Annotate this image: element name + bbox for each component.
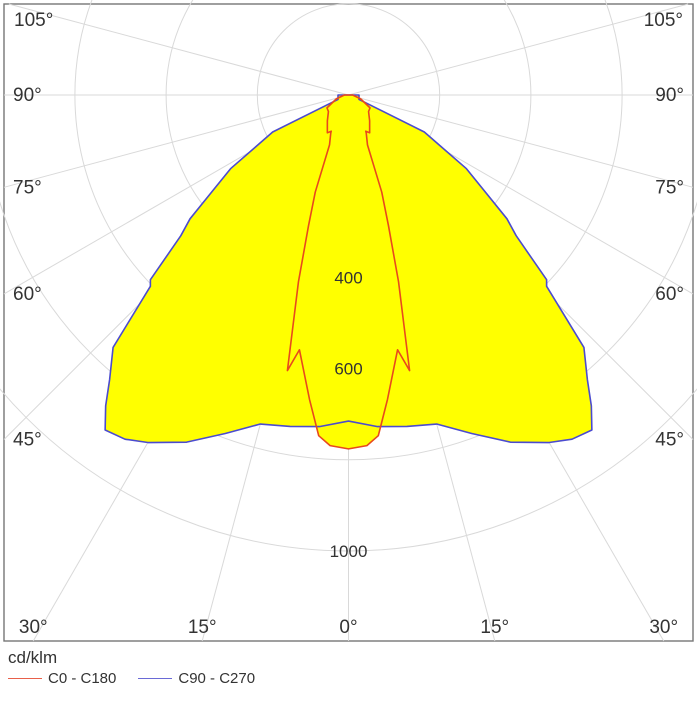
- svg-text:400: 400: [334, 268, 362, 287]
- svg-text:105°: 105°: [644, 10, 683, 31]
- svg-text:1000: 1000: [330, 542, 368, 561]
- svg-text:45°: 45°: [655, 430, 684, 451]
- svg-text:15°: 15°: [188, 617, 217, 638]
- svg-text:90°: 90°: [655, 85, 684, 106]
- svg-text:45°: 45°: [13, 430, 42, 451]
- svg-text:600: 600: [334, 360, 362, 379]
- svg-text:30°: 30°: [19, 617, 48, 638]
- svg-text:0°: 0°: [339, 617, 357, 638]
- svg-text:60°: 60°: [13, 284, 42, 305]
- svg-text:60°: 60°: [655, 284, 684, 305]
- svg-text:30°: 30°: [649, 617, 678, 638]
- svg-text:15°: 15°: [480, 617, 509, 638]
- svg-text:90°: 90°: [13, 85, 42, 106]
- svg-text:75°: 75°: [13, 177, 42, 198]
- svg-text:105°: 105°: [14, 10, 53, 31]
- svg-text:75°: 75°: [655, 177, 684, 198]
